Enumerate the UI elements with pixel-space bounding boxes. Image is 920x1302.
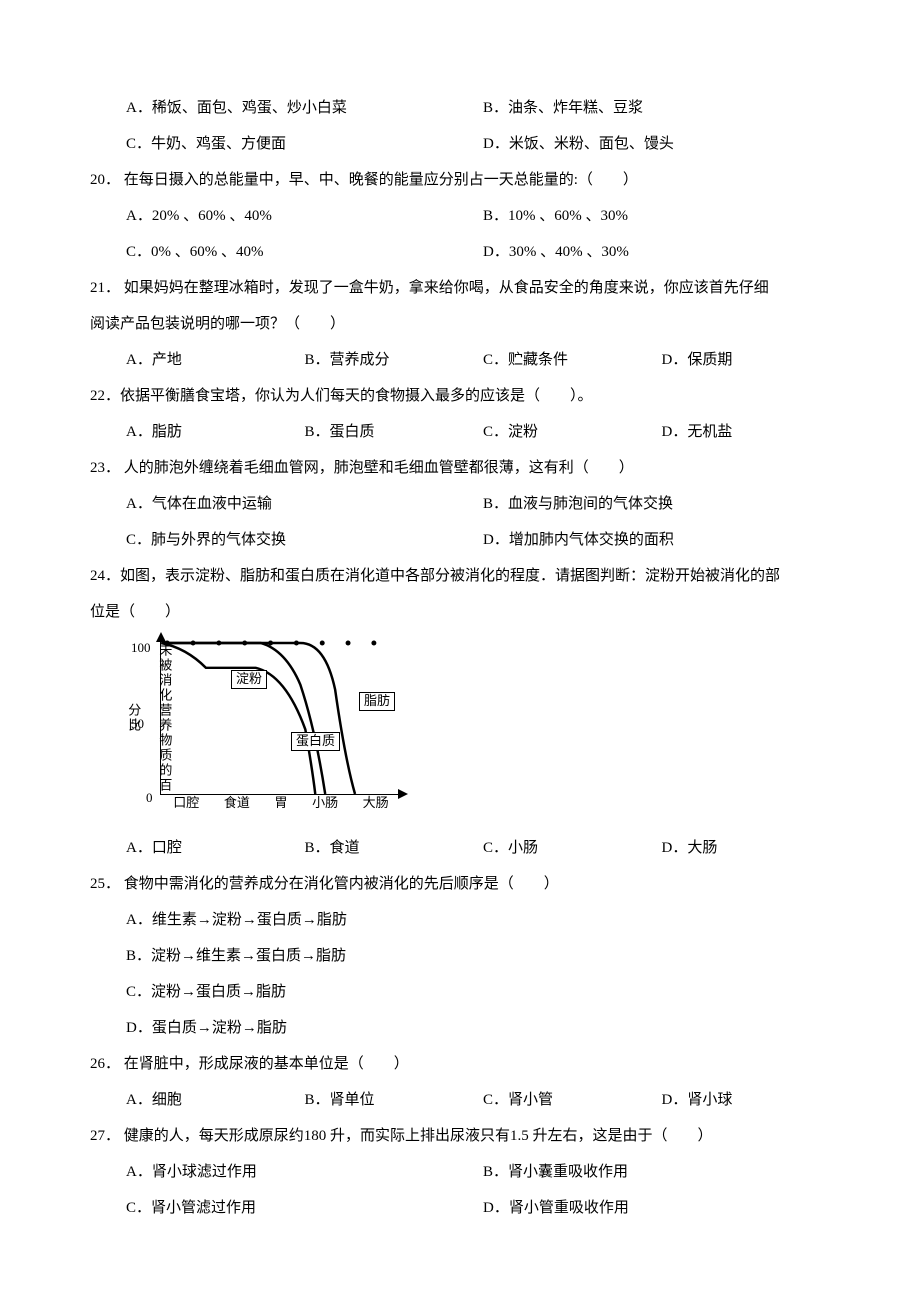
q22-option-b: B．蛋白质 — [305, 414, 484, 450]
q24-option-c: C．小肠 — [483, 830, 662, 866]
q22-option-c: C．淀粉 — [483, 414, 662, 450]
q25-option-d: D．蛋白质→淀粉→脂肪 — [90, 1010, 840, 1046]
q23-option-c: C．肺与外界的气体交换 — [126, 522, 483, 558]
q26-option-c: C．肾小管 — [483, 1082, 662, 1118]
q22-options: A．脂肪 B．蛋白质 C．淀粉 D．无机盐 — [90, 414, 840, 450]
xtick-0: 口腔 — [173, 787, 199, 818]
q27-options-row1: A．肾小球滤过作用 B．肾小囊重吸收作用 — [90, 1154, 840, 1190]
q21-option-d: D．保质期 — [662, 342, 819, 378]
q24-option-b: B．食道 — [305, 830, 484, 866]
ytick-50: 50 — [131, 708, 144, 739]
q25-option-c: C．淀粉→蛋白质→脂肪 — [90, 974, 840, 1010]
q21-option-b: B．营养成分 — [305, 342, 484, 378]
q21-options: A．产地 B．营养成分 C．贮藏条件 D．保质期 — [90, 342, 840, 378]
q23-options-row2: C．肺与外界的气体交换 D．增加肺内气体交换的面积 — [90, 522, 840, 558]
q27-option-b: B．肾小囊重吸收作用 — [483, 1154, 840, 1190]
xtick-2: 胃 — [274, 787, 287, 818]
q23-option-a: A．气体在血液中运输 — [126, 486, 483, 522]
q20-options-row2: C．0% 、60% 、40% D．30% 、40% 、30% — [90, 234, 840, 270]
q25-stem: 25． 食物中需消化的营养成分在消化管内被消化的先后顺序是（ ） — [90, 866, 840, 902]
q27-option-d: D．肾小管重吸收作用 — [483, 1190, 840, 1226]
q23-stem: 23． 人的肺泡外缠绕着毛细血管网，肺泡壁和毛细血管壁都很薄，这有利（ ） — [90, 450, 840, 486]
q24-stem2: 位是（ ） — [90, 594, 840, 630]
q26-stem: 26． 在肾脏中，形成尿液的基本单位是（ ） — [90, 1046, 840, 1082]
xtick-4: 大肠 — [363, 787, 389, 818]
q20-option-d: D．30% 、40% 、30% — [483, 234, 840, 270]
q25-option-a: A．维生素→淀粉→蛋白质→脂肪 — [90, 902, 840, 938]
ytick-100: 100 — [131, 632, 151, 663]
q27-options-row2: C．肾小管滤过作用 D．肾小管重吸收作用 — [90, 1190, 840, 1226]
q23-option-b: B．血液与肺泡间的气体交换 — [483, 486, 840, 522]
xtick-1: 食道 — [224, 787, 250, 818]
q26-option-b: B．肾单位 — [305, 1082, 484, 1118]
q19-option-b: B．油条、炸年糕、豆浆 — [483, 90, 840, 126]
q27-option-c: C．肾小管滤过作用 — [126, 1190, 483, 1226]
q20-stem: 20． 在每日摄入的总能量中，早、中、晚餐的能量应分别占一天总能量的:（ ） — [90, 162, 840, 198]
q19-option-c: C．牛奶、鸡蛋、方便面 — [126, 126, 483, 162]
digestion-chart: 未被消化营养物质的百分比 100 50 0 淀粉 脂肪 蛋白质 口腔 食 — [90, 640, 840, 820]
label-fat: 脂肪 — [359, 692, 395, 711]
q20-option-a: A．20% 、60% 、40% — [126, 198, 483, 234]
q21-stem2: 阅读产品包装说明的哪一项？（ ） — [90, 306, 840, 342]
q22-option-d: D．无机盐 — [662, 414, 819, 450]
q24-option-a: A．口腔 — [126, 830, 305, 866]
q21-option-c: C．贮藏条件 — [483, 342, 662, 378]
q19-options-row1: A．稀饭、面包、鸡蛋、炒小白菜 B．油条、炸年糕、豆浆 — [90, 90, 840, 126]
q21-option-a: A．产地 — [126, 342, 305, 378]
xtick-3: 小肠 — [312, 787, 338, 818]
q19-option-d: D．米饭、米粉、面包、馒头 — [483, 126, 840, 162]
ytick-0: 0 — [146, 782, 153, 813]
q19-option-a: A．稀饭、面包、鸡蛋、炒小白菜 — [126, 90, 483, 126]
q26-option-a: A．细胞 — [126, 1082, 305, 1118]
q23-options-row1: A．气体在血液中运输 B．血液与肺泡间的气体交换 — [90, 486, 840, 522]
q27-stem: 27． 健康的人，每天形成原尿约180 升，而实际上排出尿液只有1.5 升左右，… — [90, 1118, 840, 1154]
q21-stem1: 21． 如果妈妈在整理冰箱时，发现了一盒牛奶，拿来给你喝，从食品安全的角度来说，… — [90, 270, 840, 306]
q27-option-a: A．肾小球滤过作用 — [126, 1154, 483, 1190]
q22-stem: 22．依据平衡膳食宝塔，你认为人们每天的食物摄入最多的应该是（ ）。 — [90, 378, 840, 414]
label-starch: 淀粉 — [231, 670, 267, 689]
label-protein: 蛋白质 — [291, 732, 340, 751]
q26-option-d: D．肾小球 — [662, 1082, 819, 1118]
chart-curves — [161, 640, 400, 794]
xaxis-labels: 口腔 食道 胃 小肠 大肠 — [161, 787, 401, 818]
q20-option-c: C．0% 、60% 、40% — [126, 234, 483, 270]
q23-option-d: D．增加肺内气体交换的面积 — [483, 522, 840, 558]
q24-option-d: D．大肠 — [662, 830, 819, 866]
q22-option-a: A．脂肪 — [126, 414, 305, 450]
q24-stem1: 24．如图，表示淀粉、脂肪和蛋白质在消化道中各部分被消化的程度．请据图判断：淀粉… — [90, 558, 840, 594]
q20-option-b: B．10% 、60% 、30% — [483, 198, 840, 234]
chart-plot: 100 50 0 淀粉 脂肪 蛋白质 口腔 食道 胃 小肠 大肠 — [160, 640, 400, 795]
q24-options: A．口腔 B．食道 C．小肠 D．大肠 — [90, 830, 840, 866]
q20-options-row1: A．20% 、60% 、40% B．10% 、60% 、30% — [90, 198, 840, 234]
q25-option-b: B．淀粉→维生素→蛋白质→脂肪 — [90, 938, 840, 974]
q26-options: A．细胞 B．肾单位 C．肾小管 D．肾小球 — [90, 1082, 840, 1118]
q19-options-row2: C．牛奶、鸡蛋、方便面 D．米饭、米粉、面包、馒头 — [90, 126, 840, 162]
